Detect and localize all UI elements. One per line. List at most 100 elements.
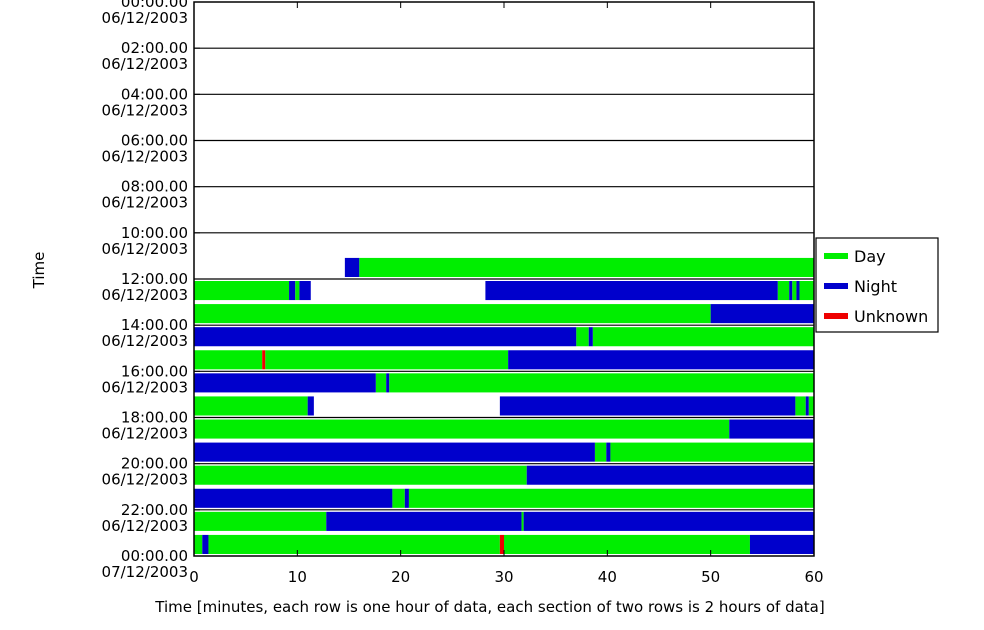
y-tick-time: 02:00.00 bbox=[121, 39, 188, 57]
y-tick-time: 10:00.00 bbox=[121, 224, 188, 242]
bar-segment-23-3 bbox=[499, 534, 504, 554]
y-tick-date: 06/12/2003 bbox=[102, 55, 188, 73]
bar-segment-12-2 bbox=[295, 281, 300, 301]
section-dividers bbox=[194, 47, 814, 511]
legend-label-day: Day bbox=[854, 247, 886, 266]
x-tick-label: 30 bbox=[494, 568, 513, 586]
bar-segment-15-2 bbox=[265, 350, 509, 370]
bar-segment-17-1 bbox=[307, 396, 314, 416]
bar-segment-23-4 bbox=[504, 534, 750, 554]
bar-segment-21-3 bbox=[408, 488, 814, 508]
bar-segment-22-1 bbox=[326, 511, 522, 531]
legend: Day Night Unknown bbox=[815, 237, 939, 333]
x-tick-label: 20 bbox=[391, 568, 410, 586]
bar-segment-15-1 bbox=[262, 350, 266, 370]
bar-segment-11-0 bbox=[344, 257, 360, 277]
y-tick-date: 06/12/2003 bbox=[102, 194, 188, 212]
bar-segment-17-3 bbox=[795, 396, 806, 416]
x-axis-title: Time [minutes, each row is one hour of d… bbox=[154, 598, 824, 616]
bar-segment-12-5 bbox=[777, 281, 790, 301]
y-tick-time: 04:00.00 bbox=[121, 85, 188, 103]
y-tick-time: 00:00.00 bbox=[121, 0, 188, 11]
y-tick-time: 18:00.00 bbox=[121, 409, 188, 427]
bar-segment-12-6 bbox=[789, 281, 793, 301]
bar-segment-18-1 bbox=[729, 419, 814, 439]
y-tick-date: 06/12/2003 bbox=[102, 378, 188, 396]
bar-segment-16-0 bbox=[194, 373, 376, 393]
bar-segment-20-0 bbox=[194, 465, 527, 485]
y-tick-date: 06/12/2003 bbox=[102, 286, 188, 304]
bar-segment-21-2 bbox=[404, 488, 409, 508]
y-tick-date: 06/12/2003 bbox=[102, 148, 188, 166]
bar-segment-12-1 bbox=[289, 281, 296, 301]
bar-segment-22-2 bbox=[521, 511, 524, 531]
y-tick-date: 07/12/2003 bbox=[102, 563, 188, 581]
bar-segment-12-4 bbox=[485, 281, 778, 301]
x-tick-label: 60 bbox=[804, 568, 823, 586]
y-tick-time: 06:00.00 bbox=[121, 132, 188, 150]
x-tick-label: 0 bbox=[189, 568, 199, 586]
bar-segment-23-2 bbox=[208, 534, 500, 554]
y-tick-time: 08:00.00 bbox=[121, 178, 188, 196]
bar-segment-19-2 bbox=[606, 442, 611, 462]
bar-segment-14-3 bbox=[592, 327, 814, 347]
bar-segment-16-3 bbox=[389, 373, 814, 393]
y-tick-date: 06/12/2003 bbox=[102, 9, 188, 27]
y-axis-title: Time bbox=[30, 252, 48, 290]
y-tick-time: 00:00.00 bbox=[121, 547, 188, 565]
y-tick-date: 06/12/2003 bbox=[102, 517, 188, 535]
bar-segment-12-0 bbox=[194, 281, 290, 301]
y-tick-date: 06/12/2003 bbox=[102, 332, 188, 350]
y-tick-date: 06/12/2003 bbox=[102, 471, 188, 489]
y-tick-time: 14:00.00 bbox=[121, 316, 188, 334]
x-axis: 0 10 20 30 40 50 60 bbox=[189, 2, 824, 586]
bar-segment-12-7 bbox=[792, 281, 797, 301]
bar-segment-21-1 bbox=[392, 488, 405, 508]
legend-label-night: Night bbox=[854, 277, 897, 296]
bar-segment-16-1 bbox=[375, 373, 387, 393]
bar-segment-23-1 bbox=[202, 534, 209, 554]
y-tick-time: 12:00.00 bbox=[121, 270, 188, 288]
y-tick-date: 06/12/2003 bbox=[102, 101, 188, 119]
bar-segment-18-0 bbox=[194, 419, 730, 439]
y-tick-date: 06/12/2003 bbox=[102, 240, 188, 258]
bar-segment-20-1 bbox=[526, 465, 814, 485]
legend-swatch-day bbox=[824, 253, 848, 259]
x-tick-label: 10 bbox=[288, 568, 307, 586]
bar-segment-13-0 bbox=[194, 304, 711, 324]
y-axis: 00:00.0006/12/200302:00.0006/12/200304:0… bbox=[102, 0, 200, 581]
bar-segment-16-2 bbox=[386, 373, 390, 393]
y-tick-time: 20:00.00 bbox=[121, 455, 188, 473]
y-tick-date: 06/12/2003 bbox=[102, 425, 188, 443]
x-tick-label: 50 bbox=[701, 568, 720, 586]
x-tick-label: 40 bbox=[598, 568, 617, 586]
bar-segment-17-2 bbox=[499, 396, 796, 416]
bar-segment-19-1 bbox=[594, 442, 607, 462]
bar-segment-11-1 bbox=[359, 257, 814, 277]
bar-segment-15-3 bbox=[508, 350, 814, 370]
bar-segment-23-5 bbox=[749, 534, 814, 554]
y-tick-time: 22:00.00 bbox=[121, 501, 188, 519]
bar-segment-22-0 bbox=[194, 511, 327, 531]
bar-segment-14-2 bbox=[588, 327, 593, 347]
bar-segment-17-0 bbox=[194, 396, 308, 416]
bar-segment-17-4 bbox=[805, 396, 809, 416]
bar-segment-17-5 bbox=[808, 396, 814, 416]
legend-swatch-unknown bbox=[824, 313, 848, 319]
legend-label-unknown: Unknown bbox=[854, 307, 928, 326]
bar-segment-13-1 bbox=[710, 304, 814, 324]
legend-swatch-night bbox=[824, 283, 848, 289]
